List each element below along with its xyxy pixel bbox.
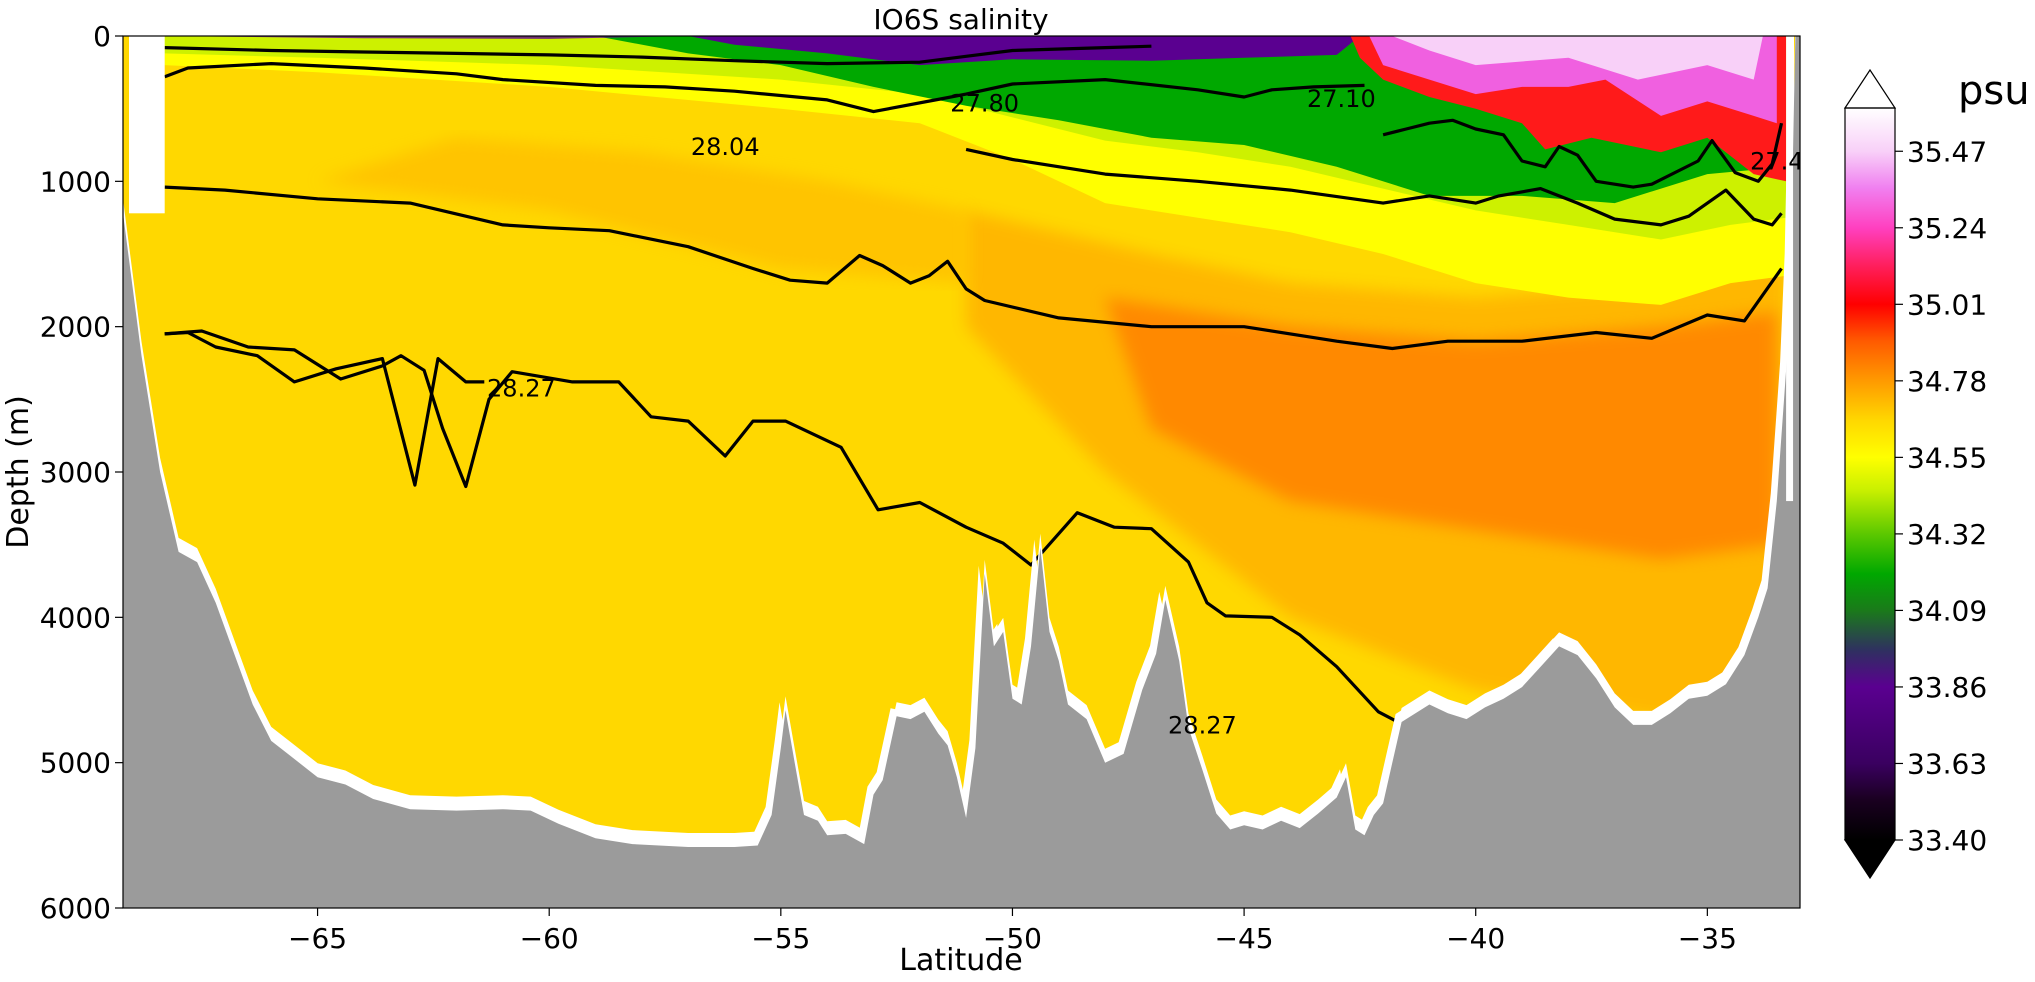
x-tick-label: −60 (520, 922, 579, 955)
bathymetry-mask (123, 36, 1800, 908)
field-orange-deep (1105, 297, 1777, 560)
bathymetry-east-gap (1786, 36, 1794, 502)
colorbar-tick-label: 34.78 (1907, 365, 1987, 398)
bathymetry-west-gap (129, 36, 165, 214)
colorbar-tick-label: 33.86 (1907, 671, 1987, 704)
x-tick-label: −45 (1215, 922, 1274, 955)
colorbar-extend-max (1843, 68, 1897, 109)
x-axis: −65 −60 −55 −50 −45 −40 −35 (288, 908, 1737, 955)
colorbar-units: psu (1958, 68, 2030, 114)
bathymetry-seafloor (123, 36, 1800, 908)
contour-line-28-27-6 (164, 330, 485, 487)
colorbar-tick-label: 35.01 (1907, 288, 1987, 321)
contour-label-0: 27.80 (950, 90, 1019, 118)
field-purple-west (164, 36, 689, 39)
field-orange-west (317, 137, 967, 284)
salinity-field (123, 36, 1800, 908)
y-tick-label: 2000 (40, 311, 111, 344)
colorbar-tick-label: 35.24 (1907, 212, 1987, 245)
colorbar-tick-label: 35.47 (1907, 135, 1987, 168)
y-tick-label: 1000 (40, 165, 111, 198)
plot-area: 27.80 28.04 27.10 27.4 28.27 28.27 (123, 36, 1803, 908)
contour-line-26-9-0 (164, 44, 1152, 66)
field-lightpink-surface (1392, 36, 1763, 80)
x-tick-label: −35 (1678, 922, 1737, 955)
contour-label-4: 28.27 (487, 374, 556, 402)
x-tick-label: −50 (983, 922, 1042, 955)
y-tick-label: 3000 (40, 456, 111, 489)
y-tick-label: 0 (93, 20, 111, 53)
colorbar-tick-label: 34.55 (1907, 441, 1987, 474)
contour-labels: 27.80 28.04 27.10 27.4 28.27 28.27 (487, 85, 1803, 740)
y-axis: 0 1000 2000 3000 4000 5000 6000 (40, 20, 123, 925)
colorbar-frame (1844, 107, 1896, 841)
colorbar-tick-label: 34.09 (1907, 594, 1987, 627)
colorbar-tick-label: 34.32 (1907, 518, 1987, 551)
y-tick-label: 5000 (40, 747, 111, 780)
x-tick-label: −40 (1446, 922, 1505, 955)
contour-line-27-4-2 (1382, 118, 1784, 189)
contour-line-28-04-4 (164, 185, 1783, 351)
colorbar: 33.40 33.63 33.86 34.09 34.32 34.55 34.78 35.01… (1843, 68, 1987, 880)
chart-title: IO6S salinity (873, 3, 1048, 36)
y-tick-label: 4000 (40, 601, 111, 634)
x-tick-label: −65 (288, 922, 347, 955)
colorbar-extend-min (1843, 839, 1897, 880)
contour-label-1: 28.04 (691, 133, 760, 161)
y-tick-label: 6000 (40, 892, 111, 925)
x-axis-title: Latitude (899, 943, 1022, 978)
contour-line-27-1-1 (164, 62, 1365, 114)
colorbar-body (1845, 108, 1895, 840)
contour-label-2: 27.10 (1307, 85, 1376, 113)
contour-line-27-8-3 (965, 147, 1783, 227)
colorbar-tick-label: 33.40 (1907, 824, 1987, 857)
y-axis-title: Depth (m) (1, 395, 36, 549)
x-tick-label: −55 (751, 922, 810, 955)
contour-label-3: 27.4 (1750, 148, 1803, 176)
contour-label-5: 28.27 (1168, 712, 1237, 740)
colorbar-tick-label: 33.63 (1907, 747, 1987, 780)
